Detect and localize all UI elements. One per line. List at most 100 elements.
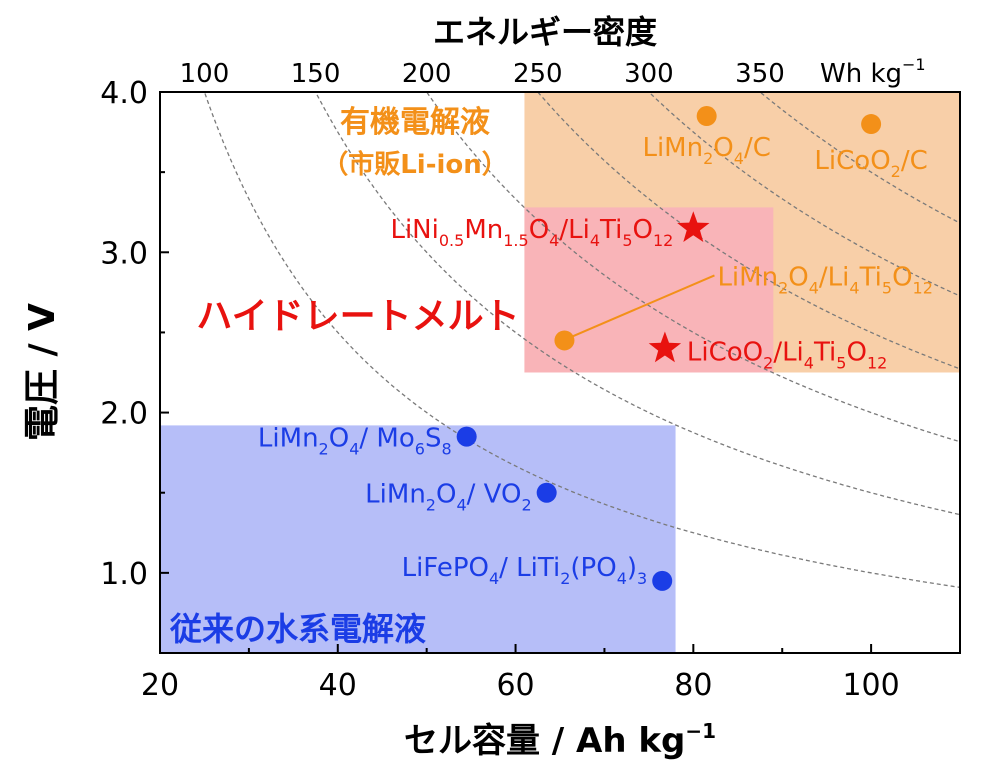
label-segment-4: (PO [570, 553, 616, 583]
point-2-1 [536, 482, 557, 503]
label-segment-0: LiFePO [402, 553, 489, 583]
label-segment-6: ) [627, 553, 637, 583]
label-segment-4: / Mo [359, 424, 414, 454]
point-label-0-0: LiMn2O4/C [642, 133, 770, 168]
label-segment-2: Mn [464, 215, 503, 245]
top-tick-label: 300 [624, 59, 674, 89]
label-segment-2: O [329, 424, 349, 454]
label-segment-6: S [425, 424, 442, 454]
label-segment-3: 1.5 [503, 231, 528, 250]
contour-300 [647, 92, 960, 297]
x-tick-label: 60 [496, 668, 534, 703]
region-label-hydrate: ハイドレートメルト [196, 296, 519, 337]
label-segment-3: 4 [456, 496, 466, 515]
label-segment-2: /Li [773, 337, 803, 367]
y-tick-label: 3.0 [100, 236, 148, 271]
top-tick-label: 200 [402, 59, 452, 89]
point-label-0-1: LiCoO2/C [814, 146, 927, 181]
energy-contours [203, 92, 960, 589]
point-0-0 [696, 106, 717, 127]
label-segment-9: 5 [622, 231, 632, 250]
label-segment-8: Ti [599, 215, 622, 245]
top-tick-label: 350 [735, 59, 785, 89]
label-segment-5: 4 [549, 231, 559, 250]
y-tick-label: 2.0 [100, 397, 148, 432]
label-segment-2: O [788, 262, 808, 292]
contour-250 [536, 92, 960, 370]
point-2-0 [456, 426, 477, 447]
label-segment-7: 12 [867, 353, 887, 372]
label-segment-3: 2 [560, 569, 570, 588]
y-tick-label: 1.0 [100, 557, 148, 592]
point-label-2-2: LiFePO4/ LiTi2(PO4)3 [402, 553, 648, 588]
label-segment-0: LiMn [717, 262, 778, 292]
label-segment-7: 4 [590, 231, 600, 250]
label-segment-8: O [892, 262, 912, 292]
x-tick-label: 100 [842, 668, 899, 703]
plot-frame [159, 91, 961, 654]
label-segment-2: O [713, 133, 733, 163]
x-axis-label-main: セル容量 / Ah kg [404, 721, 685, 761]
label-segment-1: 2 [891, 162, 901, 181]
label-segment-3: 4 [804, 353, 814, 372]
electrolyte-regions [160, 92, 960, 653]
label-segment-6: Ti [859, 262, 882, 292]
label-segment-2: /C [901, 146, 928, 176]
label-segment-4: / VO [467, 480, 522, 510]
label-segment-5: 4 [849, 278, 859, 297]
top-axis-unit: Wh kg−1 [820, 55, 926, 89]
label-segment-11: 12 [653, 231, 673, 250]
label-segment-0: LiMn [642, 133, 703, 163]
label-segment-4: O [529, 215, 549, 245]
x-tick-label: 40 [319, 668, 357, 703]
point-label-2-0: LiMn2O4/ Mo6S8 [258, 424, 452, 459]
label-segment-1: 0.5 [439, 231, 464, 250]
point-1-1 [648, 331, 682, 363]
contour-200 [425, 92, 960, 443]
point-0-2 [554, 330, 575, 351]
label-segment-2: O [436, 480, 456, 510]
top-tick-label: 250 [513, 59, 563, 89]
label-segment-5: 6 [415, 440, 425, 459]
leader-line [572, 274, 715, 338]
label-segment-1: 2 [426, 496, 436, 515]
point-label-2-1: LiMn2O4/ VO2 [365, 480, 531, 515]
label-segment-5: 4 [617, 569, 627, 588]
point-label-1-0: LiNi0.5Mn1.5O4/Li4Ti5O12 [390, 215, 673, 250]
label-segment-3: 4 [734, 149, 744, 168]
point-0-1 [861, 114, 882, 135]
label-segment-4: Ti [813, 337, 836, 367]
label-segment-6: /Li [559, 215, 589, 245]
top-axis-unit-main: Wh kg [820, 59, 902, 89]
label-segment-1: 2 [778, 278, 788, 297]
contour-150 [314, 92, 960, 516]
contour-100 [203, 92, 960, 589]
label-segment-1: 4 [489, 569, 499, 588]
x-axis-label: セル容量 / Ah kg−1 [404, 719, 716, 761]
point-2-2 [652, 570, 673, 591]
label-segment-1: 2 [703, 149, 713, 168]
label-segment-4: /Li [819, 262, 849, 292]
point-labels: LiMn2O4/C LiCoO2/CLiMn2O4/Li4Ti5O12LiNi0.… [258, 133, 933, 588]
label-segment-0: LiCoO [687, 337, 763, 367]
region-label-organic-2: （市販Li-ion） [322, 149, 508, 180]
region-label-organic-1: 有機電解液 [340, 105, 490, 140]
data-points [456, 106, 882, 591]
top-tick-label: 100 [180, 59, 230, 89]
label-segment-6: O [846, 337, 866, 367]
label-segment-3: 4 [809, 278, 819, 297]
label-segment-7: 3 [637, 569, 647, 588]
label-segment-0: LiMn [365, 480, 426, 510]
region-aqueous [160, 425, 676, 653]
x-tick-label: 20 [141, 668, 179, 703]
label-segment-0: LiNi [390, 215, 438, 245]
y-tick-label: 4.0 [100, 76, 148, 111]
label-segment-1: 2 [319, 440, 329, 459]
label-segment-5: 2 [521, 496, 531, 515]
label-segment-1: 2 [763, 353, 773, 372]
label-segment-10: O [633, 215, 653, 245]
label-segment-7: 5 [882, 278, 892, 297]
